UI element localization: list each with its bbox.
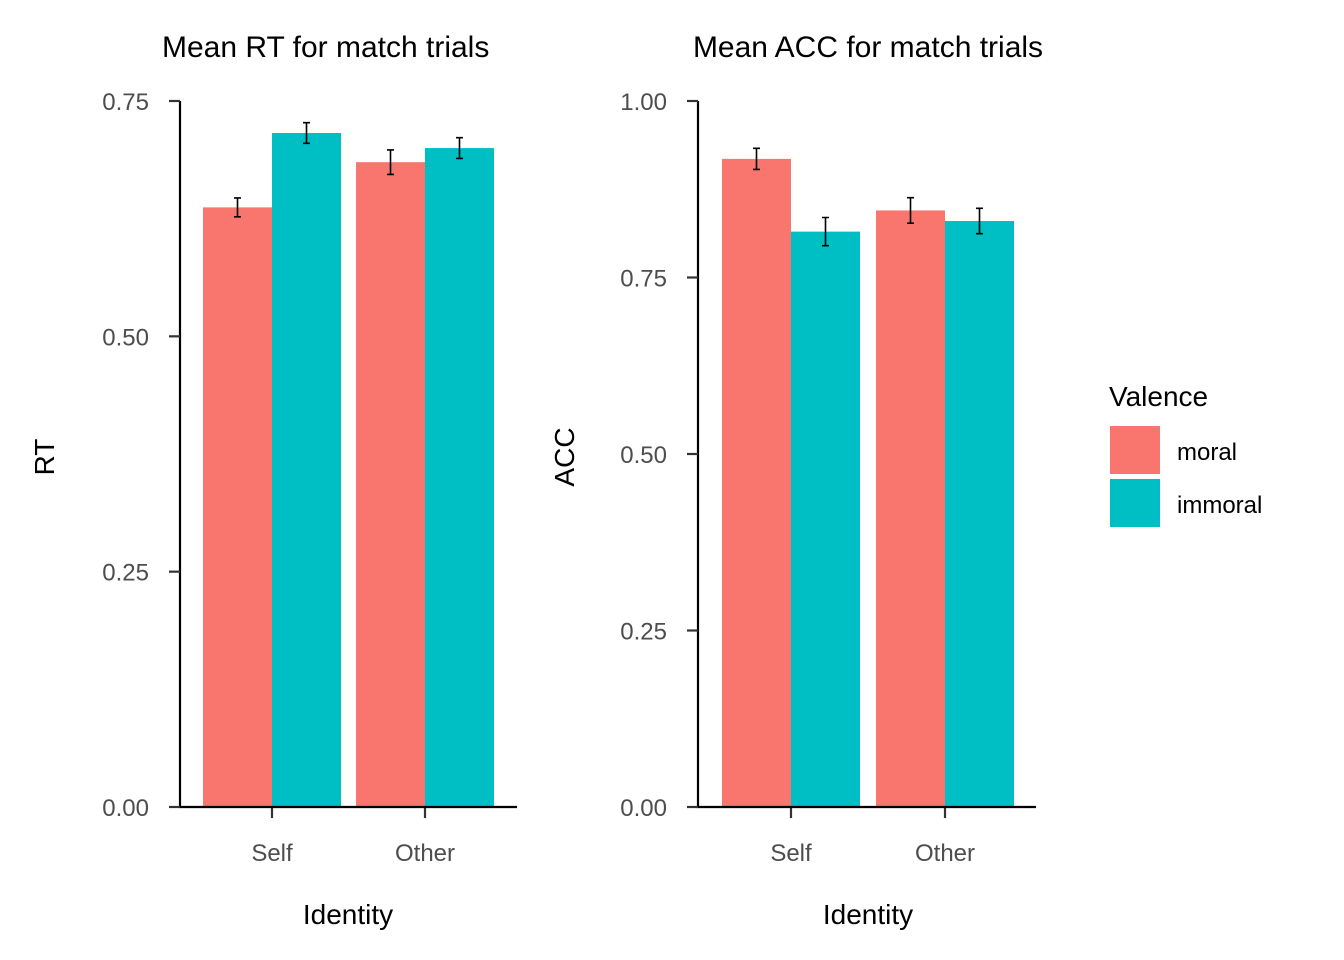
y-tick-label: 0.75 <box>620 266 667 293</box>
y-tick-label: 0.50 <box>620 442 667 469</box>
error-bar-moral-other <box>387 149 394 176</box>
bar-immoral-other <box>425 148 494 808</box>
error-bar-moral-self <box>753 147 760 171</box>
error-bar-moral-self <box>234 197 241 218</box>
rt-panel: Mean RT for match trials RT Identity Sel… <box>29 31 517 930</box>
bar-moral-self <box>722 158 791 808</box>
x-tick-label: Other <box>915 840 975 867</box>
bar-immoral-other <box>945 221 1014 807</box>
x-tick-label: Self <box>770 840 812 867</box>
bar-immoral-self <box>791 231 860 808</box>
legend-title: Valence <box>1109 381 1208 412</box>
y-tick-label: 0.75 <box>102 89 149 116</box>
legend: Valence moral immoral <box>1109 381 1262 527</box>
x-tick-label: Other <box>395 840 455 867</box>
bar-moral-other <box>876 210 945 807</box>
y-tick-label: 1.00 <box>620 89 667 116</box>
error-bar-immoral-self <box>822 216 829 247</box>
y-axis-title: ACC <box>549 427 580 486</box>
legend-label-immoral: immoral <box>1177 492 1262 519</box>
y-tick-label: 0.25 <box>102 560 149 587</box>
y-tick-label: 0.00 <box>102 795 149 822</box>
acc-panel: Mean ACC for match trials ACC Identity S… <box>549 31 1043 930</box>
error-bar-moral-other <box>907 196 914 224</box>
bar-immoral-self <box>272 133 341 807</box>
chart-title: Mean ACC for match trials <box>693 31 1043 64</box>
y-tick-label: 0.00 <box>620 795 667 822</box>
chart-title: Mean RT for match trials <box>162 31 489 64</box>
error-bar-immoral-other <box>976 207 983 235</box>
legend-swatch-moral <box>1110 426 1160 474</box>
x-axis-title: Identity <box>303 899 393 930</box>
y-axis-title: RT <box>29 439 60 476</box>
x-axis-title: Identity <box>823 899 913 930</box>
x-tick-label: Self <box>251 840 293 867</box>
bar-moral-self <box>203 207 272 807</box>
y-tick-label: 0.25 <box>620 619 667 646</box>
bar-moral-other <box>356 162 425 808</box>
legend-label-moral: moral <box>1177 439 1237 466</box>
legend-swatch-immoral <box>1110 479 1160 527</box>
y-tick-label: 0.50 <box>102 324 149 351</box>
error-bar-immoral-other <box>456 136 463 160</box>
error-bar-immoral-self <box>303 121 310 145</box>
